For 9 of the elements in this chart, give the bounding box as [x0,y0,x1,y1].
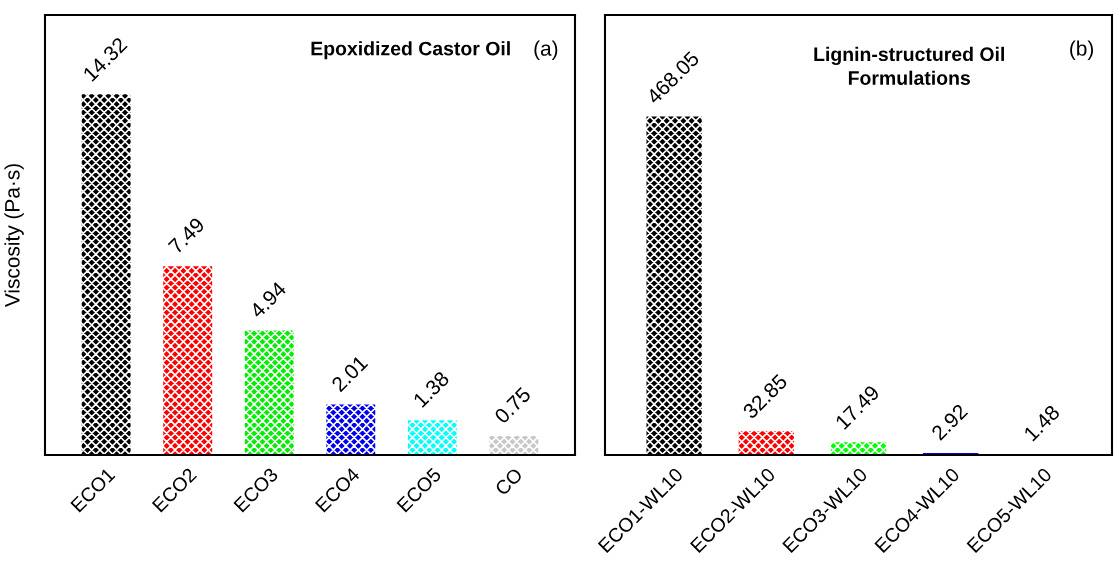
text: (a) [534,40,558,60]
text: (b) [1070,40,1094,60]
chart-title: Epoxidized Castor Oil [311,41,510,60]
x-tick-label: CO [494,467,524,497]
y-axis-title: Viscosity (Pa·s) [4,164,24,308]
data-label: 2.01 [330,354,369,393]
data-label: 7.49 [167,216,206,255]
chart-title: Lignin-structured Oil Formulations [814,46,1004,85]
data-label: 4.94 [248,280,288,319]
